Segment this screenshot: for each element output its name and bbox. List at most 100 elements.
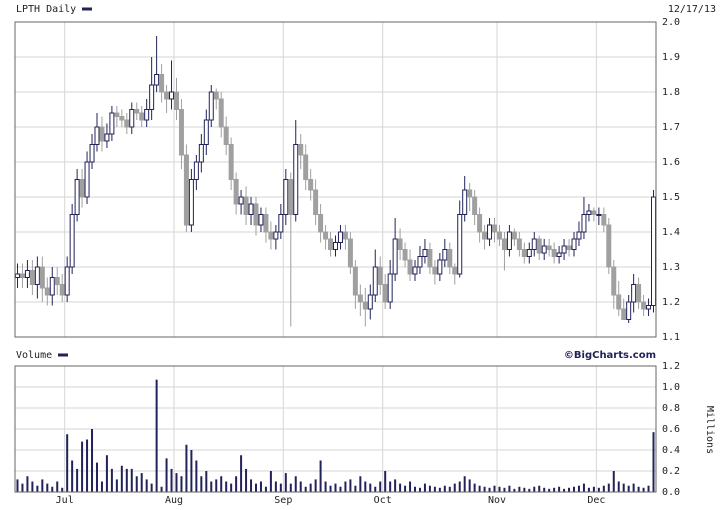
volume-bar — [105, 455, 108, 492]
volume-bar — [41, 479, 44, 492]
candle-body — [104, 133, 110, 142]
candle-body — [427, 249, 433, 268]
volume-bar — [493, 485, 496, 492]
volume-bar — [508, 485, 511, 492]
volume-bar — [334, 483, 337, 492]
candle-body — [407, 259, 413, 275]
volume-bar — [577, 485, 580, 492]
y-tick-label: 0.2 — [662, 466, 680, 477]
candle-body — [561, 245, 567, 254]
candle-body — [169, 91, 175, 100]
volume-bar — [160, 486, 163, 492]
volume-bar — [409, 481, 412, 492]
volume-bar — [314, 479, 317, 492]
candle-body — [581, 214, 587, 233]
volume-bar — [344, 481, 347, 492]
candle-body — [328, 238, 334, 250]
volume-bar — [150, 483, 153, 492]
candle-body — [313, 189, 319, 215]
volume-bar — [115, 479, 118, 492]
volume-bar — [513, 488, 516, 492]
candle-body — [586, 210, 592, 215]
candle-body — [54, 277, 60, 285]
volume-bar — [538, 485, 541, 492]
candle-body — [402, 249, 408, 261]
candle-body — [333, 242, 338, 250]
volume-bar — [602, 485, 605, 492]
candle-body — [29, 270, 35, 285]
candle-body — [432, 266, 438, 275]
y-tick-label: 2.0 — [662, 17, 680, 28]
candle-body — [303, 154, 309, 180]
candle-body — [283, 179, 289, 215]
volume-bar — [478, 485, 481, 492]
volume-bar — [553, 487, 556, 492]
candle-body — [551, 249, 557, 257]
volume-bar — [523, 487, 526, 492]
candle-body — [487, 224, 493, 240]
volume-bar — [647, 485, 650, 492]
candle-body — [496, 231, 502, 240]
candle-body — [39, 266, 45, 289]
y-tick-label: 0.0 — [662, 487, 680, 498]
volume-bar — [130, 468, 133, 492]
candle-body — [178, 109, 184, 156]
volume-bar — [16, 479, 19, 492]
x-tick-label: Dec — [587, 495, 605, 506]
volume-bar — [46, 483, 49, 492]
candle-body — [472, 196, 478, 215]
candle-body — [318, 214, 324, 233]
y-tick-label: 1.3 — [662, 262, 680, 273]
candle-body — [397, 238, 403, 250]
candle-body — [387, 273, 393, 303]
y-tick-label: 0.4 — [662, 445, 680, 456]
candle-body — [382, 284, 388, 303]
volume-bar — [364, 481, 367, 492]
candle-body — [352, 266, 358, 296]
candle-body — [124, 119, 130, 128]
candle-body — [34, 266, 40, 285]
volume-bar — [453, 483, 456, 492]
candle-body — [641, 301, 647, 310]
volume-bar — [448, 486, 451, 492]
candle-body — [323, 231, 329, 240]
y-tick-label: 1.8 — [662, 87, 680, 98]
candle-body — [243, 196, 249, 215]
volume-bar — [175, 473, 178, 492]
volume-bar — [250, 479, 253, 492]
volume-bar — [81, 441, 84, 492]
volume-bar — [438, 487, 441, 492]
volume-bar — [473, 483, 476, 492]
volume-bar — [384, 471, 387, 492]
y-tick-label: 1.7 — [662, 122, 680, 133]
volume-bar — [622, 483, 625, 492]
candle-body — [571, 238, 577, 250]
volume-bar — [503, 487, 506, 492]
volume-bar — [61, 487, 64, 492]
candle-body — [392, 238, 398, 275]
volume-bar — [190, 450, 193, 492]
candle-body — [417, 256, 423, 268]
volume-bar — [582, 483, 585, 492]
volume-bar — [195, 460, 198, 492]
candle-body — [611, 266, 617, 296]
y-tick-label: 1.2 — [662, 297, 680, 308]
candle-body — [84, 161, 90, 198]
chart-title: LPTH Daily — [16, 4, 76, 15]
candle-body — [506, 231, 512, 250]
candle-body — [24, 270, 30, 278]
candle-body — [596, 214, 602, 216]
candle-body — [631, 284, 637, 303]
volume-title: Volume — [16, 350, 52, 361]
candle-body — [99, 126, 105, 142]
candle-body — [149, 84, 155, 110]
y-axis-label: Millions — [704, 406, 715, 454]
volume-bar — [309, 483, 312, 492]
candle-body — [521, 249, 527, 257]
candle-body — [462, 189, 468, 215]
candle-body — [19, 273, 25, 278]
volume-bar — [56, 481, 59, 492]
candle-body — [477, 214, 483, 233]
volume-bar — [279, 483, 282, 492]
